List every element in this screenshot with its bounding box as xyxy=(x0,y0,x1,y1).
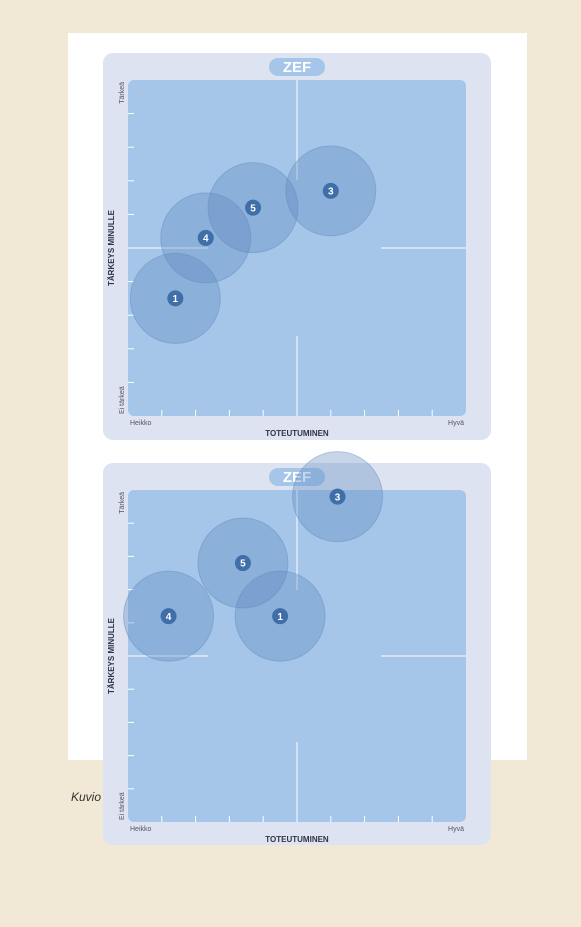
y-bottom-label: Ei tärkeä xyxy=(119,792,126,820)
badge xyxy=(269,58,325,76)
point-marker xyxy=(322,182,339,199)
point-marker xyxy=(197,229,214,246)
x-right-label: Hyvä xyxy=(448,420,464,427)
point-label: 1 xyxy=(277,612,283,623)
x-axis-title: TOTEUTUMINEN xyxy=(265,835,329,844)
badge-text: ZEF xyxy=(283,469,311,486)
x-left-label: Heikko xyxy=(130,420,152,427)
point-label: 4 xyxy=(166,612,172,623)
plot-area xyxy=(128,80,466,416)
badge-text: ZEF xyxy=(283,59,311,76)
point-label: 1 xyxy=(173,294,179,305)
x-axis-title: TOTEUTUMINEN xyxy=(265,429,329,438)
y-axis-title: TÄRKEYS MINULLE xyxy=(107,617,116,694)
x-left-label: Heikko xyxy=(130,826,152,833)
badge xyxy=(269,468,325,486)
point-marker xyxy=(167,290,184,307)
point-marker xyxy=(160,608,177,625)
chart: ZEF Heikko Hyvä TOTEUTUMINEN Tärkeä Ei tärkeä… xyxy=(103,451,491,845)
point-marker xyxy=(234,555,251,572)
point-marker xyxy=(329,488,346,505)
y-axis-title: TÄRKEYS MINULLE xyxy=(107,209,116,286)
x-right-label: Hyvä xyxy=(448,826,464,833)
plot-area xyxy=(128,490,466,822)
point-label: 5 xyxy=(250,203,256,214)
point-label: 3 xyxy=(328,187,334,198)
y-top-label: Tärkeä xyxy=(119,82,126,104)
point-label: 3 xyxy=(335,492,341,503)
point-label: 5 xyxy=(240,559,246,570)
chart: ZEF Heikko Hyvä TOTEUTUMINEN Tärkeä Ei tärkeä… xyxy=(103,53,491,440)
point-label: 4 xyxy=(203,234,209,245)
y-bottom-label: Ei tärkeä xyxy=(119,386,126,414)
point-marker xyxy=(245,199,262,216)
point-marker xyxy=(272,608,289,625)
y-top-label: Tärkeä xyxy=(119,492,126,514)
